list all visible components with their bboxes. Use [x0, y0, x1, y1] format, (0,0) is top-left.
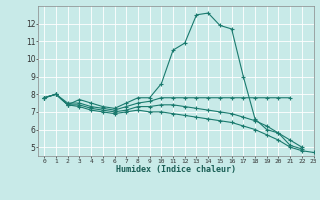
X-axis label: Humidex (Indice chaleur): Humidex (Indice chaleur)	[116, 165, 236, 174]
